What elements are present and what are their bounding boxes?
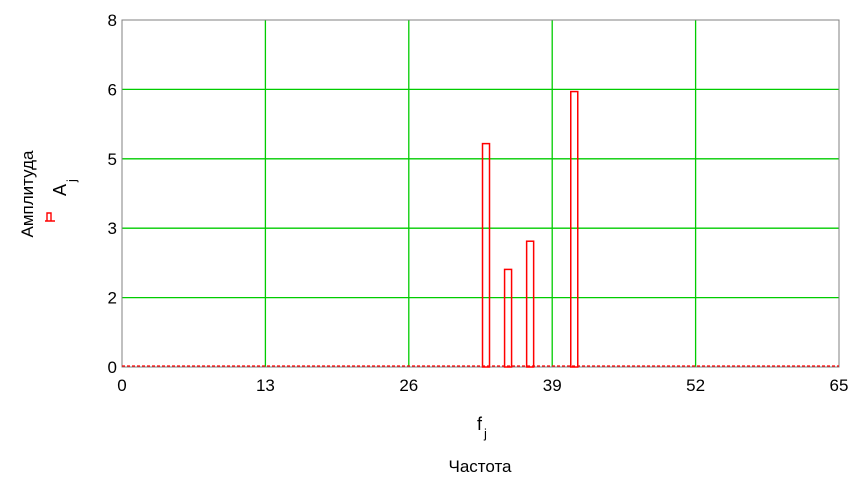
y-axis-title: Амплитуда (18, 150, 37, 237)
bar-series (481, 90, 579, 368)
x-tick-label: 0 (117, 376, 126, 395)
y-variable-subscript: j (64, 179, 79, 183)
y-tick-label: 5 (108, 150, 117, 169)
bar-legend-swatch (45, 212, 55, 222)
grid-lines (122, 20, 839, 367)
x-tick-label: 26 (399, 376, 418, 395)
y-tick-label: 3 (108, 219, 117, 238)
x-variable-name: f (477, 414, 483, 434)
y-variable-legend: Aj (45, 179, 79, 222)
x-tick-label: 13 (256, 376, 275, 395)
x-axis-title: Частота (448, 457, 512, 476)
y-variable-label: Aj (50, 179, 79, 196)
bar (525, 240, 535, 368)
y-tick-label: 2 (108, 289, 117, 308)
x-tick-labels: 0 13 26 39 52 65 (117, 376, 848, 395)
bar (570, 90, 579, 368)
y-variable-name: A (50, 184, 70, 196)
y-tick-label: 0 (108, 358, 117, 377)
plot-frame (121, 19, 840, 368)
y-tick-label: 8 (108, 11, 117, 30)
x-tick-label: 39 (543, 376, 562, 395)
y-tick-labels: 0 2 3 5 6 8 (108, 11, 117, 377)
bar (503, 268, 513, 368)
x-tick-label: 52 (686, 376, 705, 395)
x-tick-label: 65 (830, 376, 849, 395)
x-variable-subscript: j (483, 426, 487, 441)
bar (481, 142, 491, 368)
y-tick-label: 6 (108, 80, 117, 99)
